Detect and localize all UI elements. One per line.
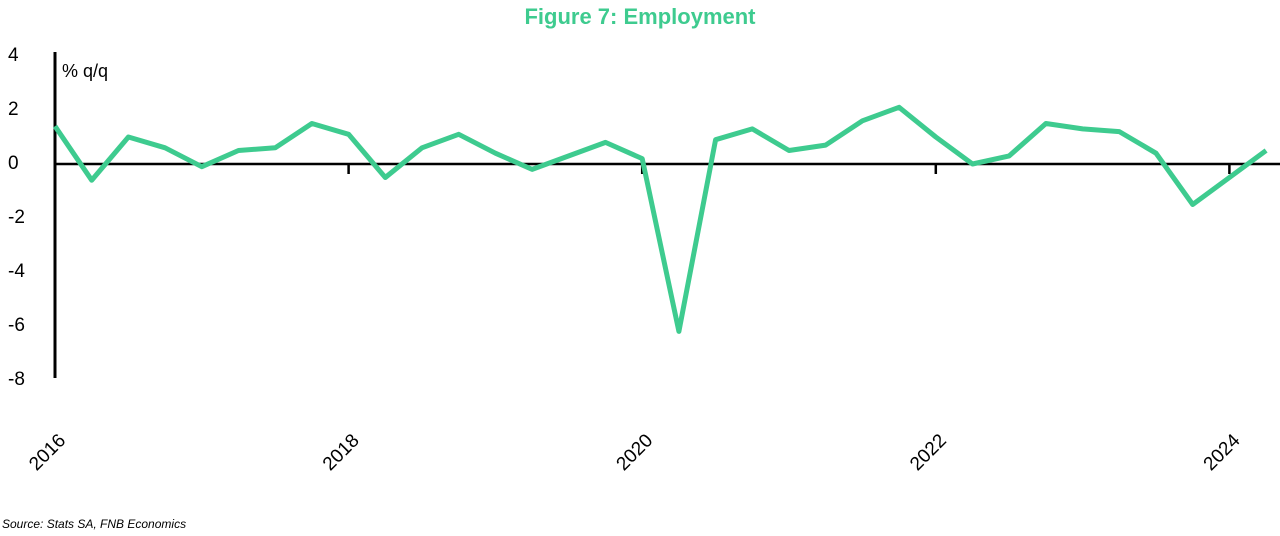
x-tick-label: 2018 — [319, 430, 364, 475]
x-tick-label: 2016 — [25, 430, 70, 475]
x-tick-label: 2020 — [613, 430, 658, 475]
source-note: Source: Stats SA, FNB Economics — [2, 517, 186, 531]
y-tick-label: -6 — [8, 315, 25, 336]
y-tick-label: -4 — [8, 261, 25, 282]
y-tick-label: -2 — [8, 207, 25, 228]
data-line — [52, 104, 1268, 334]
y-axis-label: % q/q — [62, 61, 108, 81]
y-tick-label: 2 — [8, 99, 19, 120]
y-tick-label: 0 — [8, 153, 19, 174]
y-tick-label: -8 — [8, 369, 25, 390]
chart-title: Figure 7: Employment — [524, 4, 756, 29]
x-tick-label: 2022 — [906, 430, 951, 475]
y-tick-label: 4 — [8, 45, 19, 66]
x-tick-label: 2024 — [1200, 430, 1245, 475]
